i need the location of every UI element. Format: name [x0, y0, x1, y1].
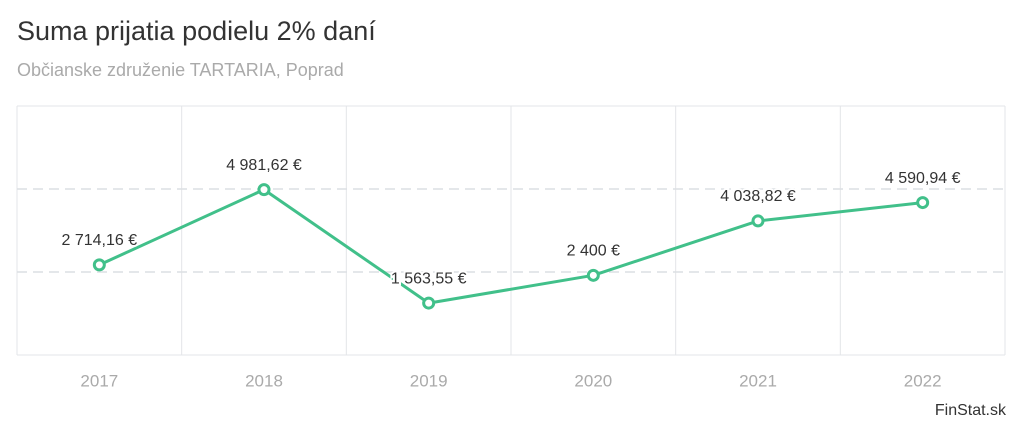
x-tick-label: 2022 [904, 371, 942, 390]
data-label: 4 981,62 € [226, 157, 302, 174]
marker [751, 214, 765, 228]
x-tick-label: 2019 [410, 371, 448, 390]
marker [916, 196, 930, 210]
chart-title: Suma prijatia podielu 2% daní [17, 16, 376, 46]
data-label: 2 400 € [567, 243, 620, 260]
data-label: 4 038,82 € [720, 188, 796, 205]
marker [92, 258, 106, 272]
data-label: 4 590,94 € [885, 170, 961, 187]
marker [586, 268, 600, 282]
data-label: 1 563,55 € [391, 270, 467, 287]
x-tick-label: 2017 [80, 371, 118, 390]
line [98, 188, 923, 305]
marker [422, 296, 436, 310]
source: FinStat.sk [935, 402, 1007, 419]
chart-subtitle: Občianske združenie TARTARIA, Poprad [17, 60, 344, 80]
marker [257, 183, 271, 197]
data-label: 2 714,16 € [62, 232, 138, 249]
x-tick-label: 2018 [245, 371, 283, 390]
x-tick-label: 2020 [574, 371, 612, 390]
x-tick-label: 2021 [739, 371, 777, 390]
